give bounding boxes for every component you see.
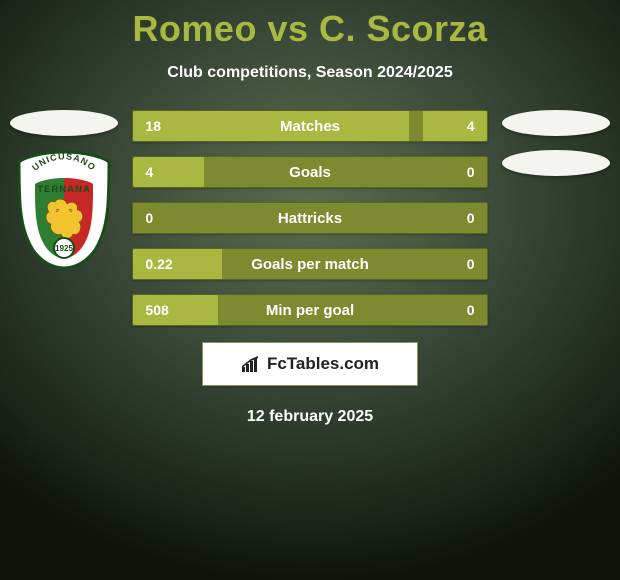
main-row: UNICUSANO TERNANA 19: [0, 110, 620, 326]
stat-left-value: 508: [145, 302, 168, 318]
stat-row-gpm: 0.22 Goals per match 0: [132, 248, 487, 280]
stat-right-value: 0: [467, 302, 475, 318]
stat-label: Matches: [280, 118, 340, 135]
right-player-marker-1: [502, 110, 610, 136]
stat-row-goals: 4 Goals 0: [132, 156, 487, 188]
stat-right-value: 0: [467, 256, 475, 272]
bar-chart-icon: [241, 355, 263, 373]
stat-fill-left: [133, 157, 204, 187]
stat-left-value: 18: [145, 118, 161, 134]
stats-column: 18 Matches 4 4 Goals 0 0 Hattricks 0: [132, 110, 487, 326]
subtitle: Club competitions, Season 2024/2025: [0, 64, 620, 82]
stat-right-value: 4: [467, 118, 475, 134]
left-player-col: UNICUSANO TERNANA 19: [6, 110, 122, 270]
brand-text: FcTables.com: [267, 354, 379, 374]
stat-label: Hattricks: [278, 210, 342, 227]
date-text: 12 february 2025: [0, 408, 620, 426]
page-title: Romeo vs C. Scorza: [0, 0, 620, 50]
content-root: Romeo vs C. Scorza Club competitions, Se…: [0, 0, 620, 580]
stat-label: Goals per match: [251, 256, 369, 273]
badge-text-mid: TERNANA: [37, 184, 90, 195]
badge-year: 1925: [55, 244, 73, 253]
stat-right-value: 0: [467, 210, 475, 226]
brand-box[interactable]: FcTables.com: [202, 342, 418, 386]
right-player-marker-2: [502, 150, 610, 176]
stat-label: Goals: [289, 164, 331, 181]
left-club-badge: UNICUSANO TERNANA 19: [15, 150, 113, 270]
stat-right-value: 0: [467, 164, 475, 180]
stat-row-hattricks: 0 Hattricks 0: [132, 202, 487, 234]
stat-left-value: 0: [145, 210, 153, 226]
stat-label: Min per goal: [266, 302, 354, 319]
right-player-col: [498, 110, 614, 176]
stat-left-value: 0.22: [145, 256, 172, 272]
stat-fill-right: [423, 111, 487, 141]
stat-row-mpg: 508 Min per goal 0: [132, 294, 487, 326]
stat-fill-left: [133, 111, 408, 141]
left-player-marker: [10, 110, 118, 136]
stat-left-value: 4: [145, 164, 153, 180]
stat-row-matches: 18 Matches 4: [132, 110, 487, 142]
